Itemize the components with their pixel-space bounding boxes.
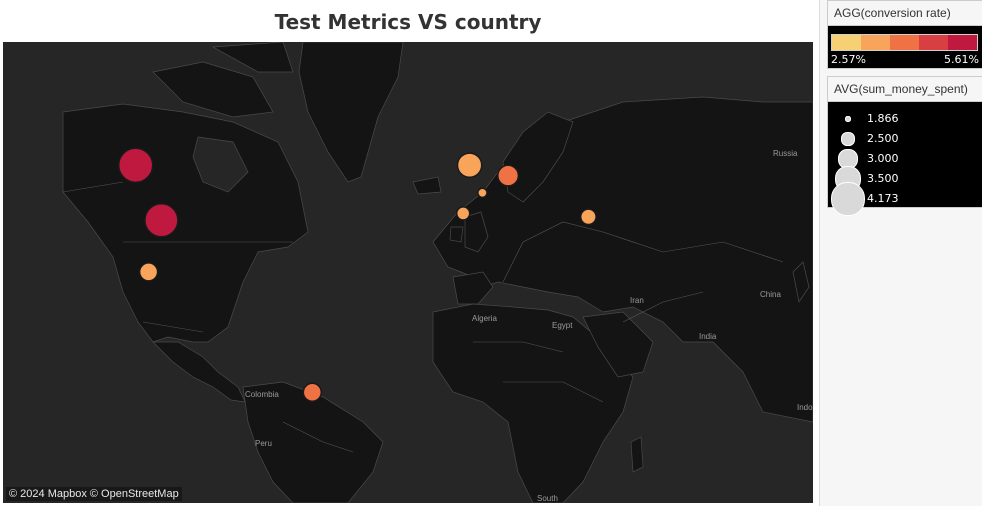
place-label-china: China <box>760 290 781 299</box>
chart-title: Test Metrics VS country <box>274 10 542 34</box>
size-label: 2.500 <box>867 132 899 145</box>
map-marker[interactable] <box>497 164 520 187</box>
size-label: 3.500 <box>867 172 899 185</box>
place-label-india: India <box>699 332 717 341</box>
map-marker[interactable] <box>455 206 471 221</box>
legend-panel: AGG(conversion rate) 2.57% 5.61% AVG(sum… <box>819 0 982 506</box>
place-label-peru: Peru <box>255 439 272 448</box>
map-marker[interactable] <box>144 203 179 238</box>
size-dot <box>840 131 856 147</box>
size-legend-entry: 2.500 <box>828 129 978 149</box>
place-label-egypt: Egypt <box>552 321 573 330</box>
map-marker[interactable] <box>117 147 154 183</box>
color-ramp-step <box>890 35 919 50</box>
map-marker[interactable] <box>477 187 488 199</box>
color-ramp-step <box>948 35 977 50</box>
map-view[interactable]: Russia Iran China India Algeria Egypt Co… <box>3 42 813 503</box>
size-label: 3.000 <box>867 152 899 165</box>
color-ramp-step <box>861 35 890 50</box>
place-label-south: South <box>537 494 558 503</box>
size-legend: AVG(sum_money_spent) 1.866 2.500 3.000 3… <box>827 76 982 217</box>
size-label: 4.173 <box>867 192 899 205</box>
place-label-iran: Iran <box>630 296 644 305</box>
size-legend-title: AVG(sum_money_spent) <box>828 77 982 102</box>
size-legend-entry: 4.173 <box>828 181 978 217</box>
place-label-indo: Indo <box>797 403 813 412</box>
map-marker[interactable] <box>456 152 483 179</box>
color-ramp-step <box>919 35 948 50</box>
place-label-russia: Russia <box>773 149 798 158</box>
map-attribution[interactable]: © 2024 Mapbox © OpenStreetMap <box>6 487 182 501</box>
map-marker[interactable] <box>138 262 159 282</box>
map-marker[interactable] <box>302 382 323 403</box>
color-min-label: 2.57% <box>831 53 866 66</box>
map-marker[interactable] <box>579 208 597 226</box>
color-ramp <box>831 34 978 51</box>
size-dot <box>830 181 866 217</box>
color-max-label: 5.61% <box>944 53 979 66</box>
color-ramp-step <box>832 35 861 50</box>
basemap <box>3 42 813 503</box>
size-label: 1.866 <box>867 112 899 125</box>
place-label-algeria: Algeria <box>472 314 497 323</box>
place-label-colombia: Colombia <box>245 390 279 399</box>
size-legend-entry: 1.866 <box>828 109 978 129</box>
color-legend-title: AGG(conversion rate) <box>828 1 982 26</box>
color-legend: AGG(conversion rate) 2.57% 5.61% <box>827 0 982 69</box>
marker-layer <box>117 147 597 403</box>
size-dot <box>844 115 852 123</box>
